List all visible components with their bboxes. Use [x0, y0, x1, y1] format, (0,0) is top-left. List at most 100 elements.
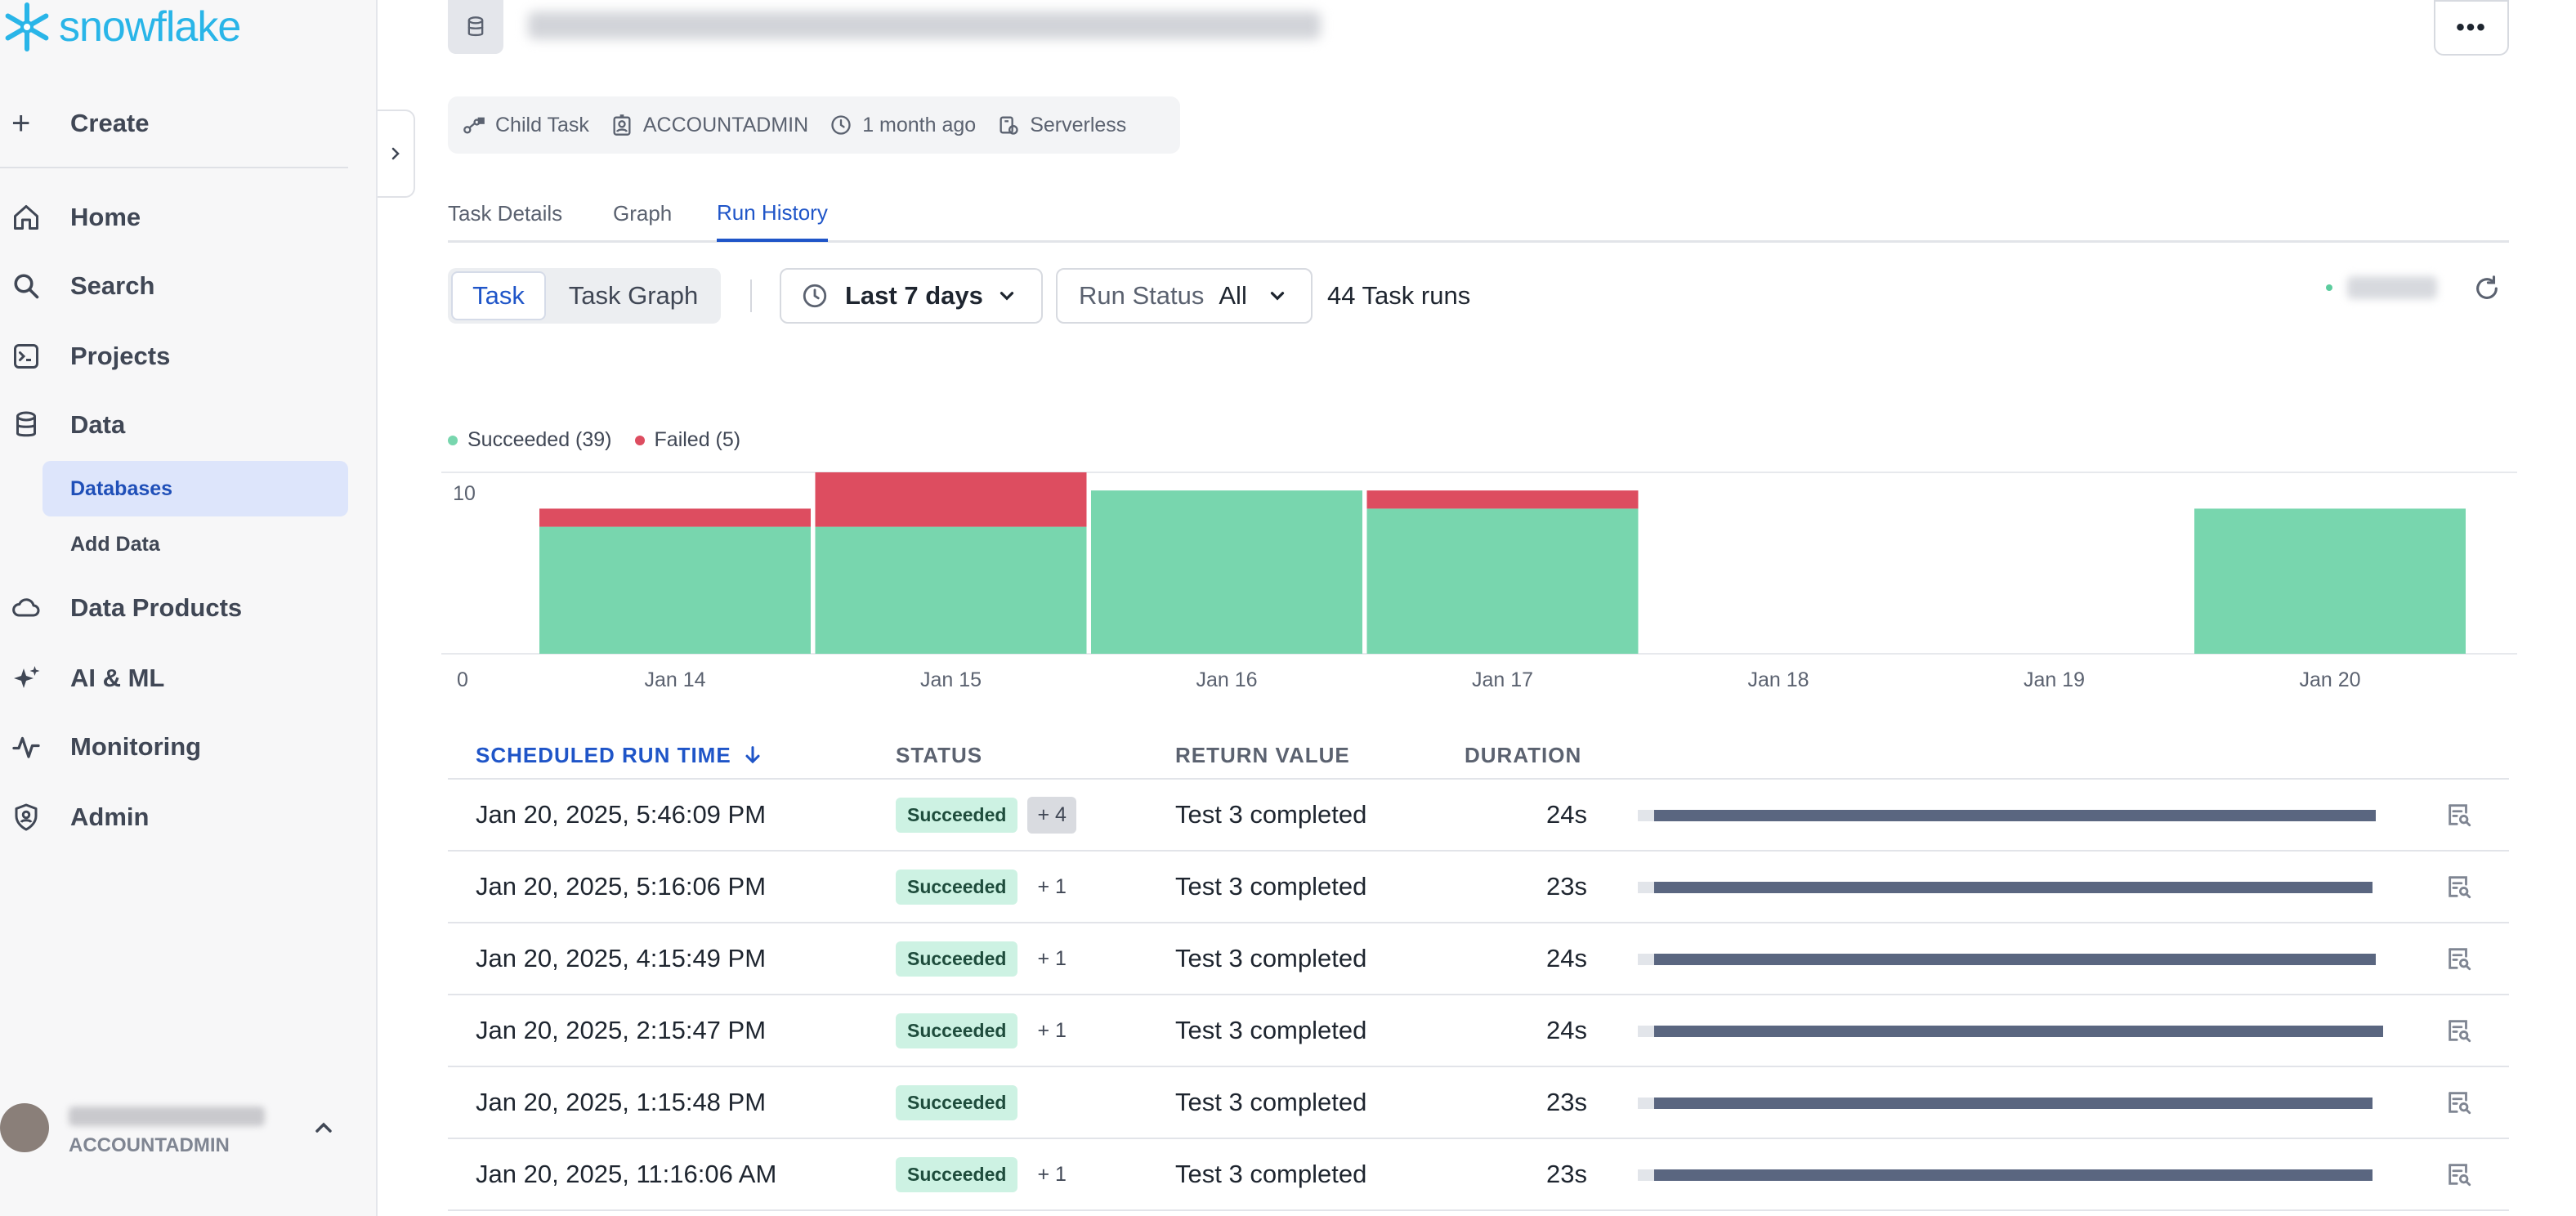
meta-task-type: Child Task [463, 114, 589, 137]
y-tick-label: 10 [453, 482, 476, 505]
cell-scheduled-time: Jan 20, 2025, 4:15:49 PM [476, 944, 767, 972]
serverless-icon [1000, 116, 1018, 135]
legend-item-succeeded[interactable]: Succeeded (39) [448, 428, 612, 452]
more-runs-badge[interactable]: + 1 [1037, 946, 1067, 970]
duration-bar [1654, 810, 2376, 821]
more-actions-button[interactable]: ••• [2434, 0, 2509, 56]
meta-warehouse: Serverless [997, 114, 1126, 137]
sidebar-subitem-add-data[interactable]: Add Data [42, 516, 348, 572]
cell-status: Succeeded + 1 [896, 923, 1076, 994]
brand-name: snowflake [59, 3, 241, 51]
sidebar-item-label: AI & ML [70, 664, 165, 692]
last-updated-redacted [2347, 276, 2437, 299]
more-runs-badge[interactable]: + 4 [1027, 796, 1076, 834]
create-label: Create [70, 109, 150, 137]
query-details-icon[interactable] [2445, 1160, 2473, 1188]
user-menu[interactable]: ACCOUNTADMIN [0, 1095, 351, 1169]
tab-task-details[interactable]: Task Details [448, 200, 563, 226]
table-row[interactable]: Jan 20, 2025, 11:16:06 AM Succeeded + 1 Tes… [448, 1139, 2509, 1211]
status-badge: Succeeded [896, 869, 1018, 905]
date-range-dropdown[interactable]: Last 7 days [780, 268, 1043, 324]
query-details-icon[interactable] [2445, 1017, 2473, 1044]
table-row[interactable]: Jan 20, 2025, 4:15:49 PM Succeeded + 1 Test… [448, 923, 2509, 995]
query-details-icon[interactable] [2445, 801, 2473, 829]
snowflake-logo[interactable]: snowflake [0, 0, 241, 54]
chevron-down-icon [1000, 292, 1013, 301]
table-header: SCHEDULED RUN TIME STATUS RETURN VALUE D… [448, 732, 2509, 780]
more-runs-badge[interactable]: + 1 [1037, 1162, 1067, 1186]
chart-legend: Succeeded (39) Failed (5) [448, 428, 763, 452]
column-header-duration[interactable]: DURATION [1465, 742, 1582, 767]
run-status-label: Run Status [1079, 281, 1205, 310]
run-status-value: All [1219, 281, 1247, 310]
sidebar-item-ai-ml[interactable]: AI & ML [11, 654, 348, 703]
snowflake-icon [5, 2, 49, 51]
column-header-status[interactable]: STATUS [896, 742, 983, 767]
view-toggle: Task Task Graph [448, 268, 721, 324]
column-header-return-value[interactable]: RETURN VALUE [1175, 742, 1350, 767]
status-badge: Succeeded [896, 1013, 1018, 1048]
sidebar-item-label: Home [70, 203, 141, 231]
sidebar-item-data[interactable]: Data [11, 400, 348, 449]
create-button[interactable]: + Create [11, 105, 348, 142]
sidebar-item-projects[interactable]: Projects [11, 332, 348, 381]
table-row[interactable]: Jan 20, 2025, 2:15:47 PM Succeeded + 1 Test… [448, 995, 2509, 1067]
chevron-right-icon [391, 147, 400, 160]
sidebar-item-home[interactable]: Home [11, 193, 348, 242]
table-row[interactable]: Jan 20, 2025, 5:46:09 PM Succeeded + 4 Test… [448, 780, 2509, 852]
sparkle-icon [14, 666, 40, 688]
sidebar-item-monitoring[interactable]: Monitoring [11, 722, 348, 771]
table-row[interactable]: Jan 20, 2025, 5:16:06 PM Succeeded + 1 Test… [448, 852, 2509, 923]
duration-bar-track [1638, 1169, 1654, 1181]
table-row[interactable]: Jan 20, 2025, 1:15:48 PM Succeeded Test 3 … [448, 1067, 2509, 1139]
query-details-icon[interactable] [2445, 1089, 2473, 1116]
run-status-dropdown[interactable]: Run Status All [1056, 268, 1313, 324]
sidebar-item-admin[interactable]: Admin [11, 793, 348, 842]
toolbar-divider [750, 279, 752, 312]
cell-return-value: Test 3 completed [1175, 1016, 1367, 1044]
meta-owner-role: ACCOUNTADMIN [610, 114, 808, 137]
cell-return-value: Test 3 completed [1175, 800, 1367, 829]
more-runs-badge[interactable]: + 1 [1037, 874, 1067, 898]
tab-graph[interactable]: Graph [613, 200, 673, 226]
legend-item-failed[interactable]: Failed (5) [634, 428, 741, 452]
query-details-icon[interactable] [2445, 873, 2473, 901]
chevron-down-icon [1270, 292, 1284, 301]
legend-label: Failed (5) [654, 428, 741, 451]
bar-succeeded [539, 526, 811, 654]
cell-duration: 23s [1546, 1088, 1587, 1116]
bar-succeeded [1091, 490, 1362, 654]
bar-failed [815, 472, 1087, 527]
child-task-icon [463, 117, 485, 134]
user-name-redacted [69, 1106, 265, 1126]
column-header-scheduled-run-time[interactable]: SCHEDULED RUN TIME [476, 732, 764, 778]
sidebar-item-label: Admin [70, 802, 150, 831]
view-task-graph-button[interactable]: Task Graph [568, 281, 699, 310]
status-badge: Succeeded [896, 941, 1018, 977]
duration-bar [1654, 954, 2376, 965]
cell-return-value: Test 3 completed [1175, 1088, 1367, 1116]
view-task-button[interactable]: Task [451, 271, 546, 320]
sidebar-item-data-products[interactable]: Data Products [11, 583, 348, 633]
legend-swatch [448, 435, 458, 445]
cell-scheduled-time: Jan 20, 2025, 2:15:47 PM [476, 1016, 767, 1044]
sidebar-expand-toggle[interactable] [378, 110, 415, 198]
cell-duration: 24s [1546, 1016, 1587, 1044]
date-range-value: Last 7 days [845, 281, 983, 310]
database-icon [16, 411, 36, 437]
cell-duration: 24s [1546, 944, 1587, 972]
sidebar-item-label: Monitoring [70, 732, 202, 761]
tab-run-history[interactable]: Run History [717, 186, 828, 242]
x-tick-label: Jan 17 [1472, 668, 1533, 691]
cloud-icon [12, 598, 40, 617]
x-tick-label: Jan 15 [920, 668, 982, 691]
sidebar-subitem-databases[interactable]: Databases [42, 461, 348, 516]
refresh-icon[interactable] [2473, 275, 2501, 302]
more-runs-badge[interactable]: + 1 [1037, 1018, 1067, 1042]
page-title-redacted [528, 11, 1321, 39]
x-tick-label: Jan 19 [2024, 668, 2085, 691]
cell-scheduled-time: Jan 20, 2025, 11:16:06 AM [476, 1160, 777, 1188]
query-details-icon[interactable] [2445, 945, 2473, 972]
sidebar-item-label: Data Products [70, 593, 243, 622]
sidebar-item-search[interactable]: Search [11, 262, 348, 311]
